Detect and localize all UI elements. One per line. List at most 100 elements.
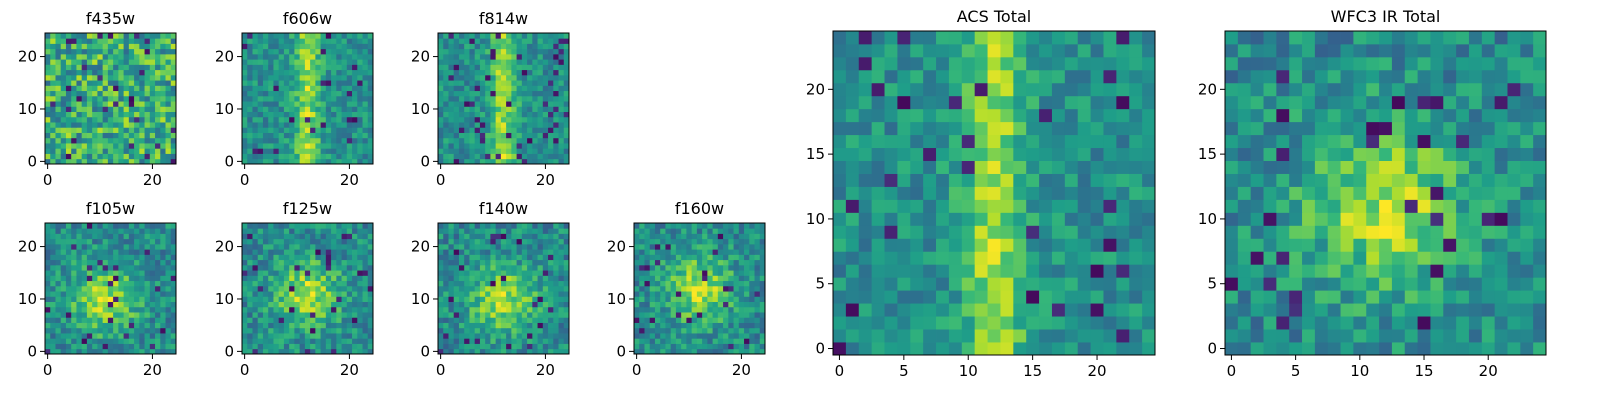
heatmap-cell: [252, 291, 259, 297]
heatmap-cell: [139, 106, 145, 112]
heatmap-cell: [738, 228, 745, 234]
heatmap-cell: [65, 80, 72, 86]
heatmap-cell: [123, 228, 130, 234]
heatmap-cell: [453, 106, 460, 112]
heatmap-cell: [268, 74, 274, 81]
heatmap-cell: [299, 338, 306, 344]
heatmap-cell: [76, 301, 83, 308]
heatmap-cell: [490, 153, 497, 160]
heatmap-cell: [160, 80, 166, 86]
heatmap-cell: [479, 101, 486, 107]
heatmap-cell: [563, 228, 570, 234]
heatmap-cell: [717, 348, 724, 355]
heatmap-cell: [438, 64, 444, 71]
heatmap-cell: [165, 95, 172, 102]
heatmap-cell: [458, 116, 465, 123]
heatmap-cell: [71, 285, 77, 292]
heatmap-cell: [833, 108, 847, 123]
heatmap-cell: [474, 348, 481, 355]
heatmap-cell: [310, 53, 316, 60]
heatmap-cell: [273, 80, 280, 86]
heatmap-cell: [310, 43, 316, 50]
heatmap-cell: [910, 329, 924, 343]
heatmap-cell: [352, 132, 358, 139]
heatmap-cell: [558, 275, 565, 282]
heatmap-cell: [242, 291, 248, 297]
heatmap-cell: [548, 322, 554, 329]
heatmap-cell: [278, 143, 285, 149]
heatmap-cell: [252, 143, 259, 149]
heatmap-cell: [754, 301, 761, 308]
heatmap-cell: [654, 343, 661, 350]
heatmap-cell: [516, 33, 523, 39]
heatmap-cell: [527, 80, 533, 86]
heatmap-cell: [144, 280, 151, 287]
heatmap-cell: [170, 327, 177, 334]
heatmap-cell: [315, 270, 321, 276]
heatmap-cell: [139, 228, 145, 234]
heatmap-cell: [506, 158, 512, 165]
heatmap-cell: [160, 306, 166, 313]
heatmap-cell: [242, 101, 248, 107]
heatmap-cell: [299, 95, 306, 102]
heatmap-cell: [1051, 251, 1066, 265]
heatmap-cell: [97, 95, 104, 102]
heatmap-cell: [55, 228, 62, 234]
heatmap-cell: [453, 101, 460, 107]
heatmap-cell: [548, 153, 554, 160]
heatmap-cell: [165, 153, 172, 160]
heatmap-cell: [299, 270, 306, 276]
heatmap-cell: [367, 69, 374, 76]
heatmap-cell: [331, 327, 337, 334]
heatmap-cell: [149, 270, 156, 276]
heatmap-cell: [1103, 121, 1117, 136]
heatmap-cell: [1116, 186, 1130, 200]
heatmap-cell: [738, 312, 745, 318]
heatmap-cell: [65, 59, 72, 65]
heatmap-cell: [712, 291, 719, 297]
heatmap-cell: [160, 312, 166, 318]
heatmap-cell: [357, 233, 363, 240]
heatmap-cell: [516, 249, 523, 255]
heatmap-cell: [86, 243, 93, 250]
heatmap-cell: [278, 249, 285, 255]
heatmap-cell: [639, 343, 645, 350]
heatmap-cell: [294, 116, 301, 123]
heatmap-cell: [352, 53, 358, 60]
heatmap-cell: [1077, 134, 1091, 149]
heatmap-cell: [948, 82, 963, 97]
heatmap-cell: [511, 106, 517, 112]
heatmap-cell: [242, 132, 248, 139]
heatmap-cell: [289, 53, 295, 60]
heatmap-cell: [268, 348, 274, 355]
heatmap-cell: [490, 95, 497, 102]
heatmap-cell: [469, 238, 476, 245]
heatmap-cell: [516, 238, 523, 245]
heatmap-cell: [754, 348, 761, 355]
heatmap-cell: [884, 199, 898, 213]
heatmap-cell: [149, 296, 156, 302]
heatmap-cell: [278, 285, 285, 292]
heatmap-cell: [247, 64, 253, 71]
heatmap-cell: [55, 238, 62, 245]
heatmap-cell: [717, 291, 724, 297]
heatmap-cell: [352, 348, 358, 355]
heatmap-cell: [113, 153, 119, 160]
heatmap-cell: [448, 85, 455, 92]
heatmap-cell: [948, 251, 963, 265]
heatmap-cell: [320, 249, 327, 255]
heatmap-cell: [252, 327, 259, 334]
heatmap-cell: [1077, 95, 1091, 110]
heatmap-cell: [357, 53, 363, 60]
heatmap-cell: [738, 306, 745, 313]
heatmap-cell: [320, 333, 327, 339]
heatmap-cell: [744, 223, 750, 229]
heatmap-cell: [331, 64, 337, 71]
heatmap-cell: [352, 254, 358, 261]
heatmap-cell: [1039, 108, 1053, 123]
heatmap-cell: [707, 243, 713, 250]
heatmap-cell: [464, 158, 470, 165]
heatmap-cell: [139, 238, 145, 245]
heatmap-cell: [749, 280, 755, 287]
